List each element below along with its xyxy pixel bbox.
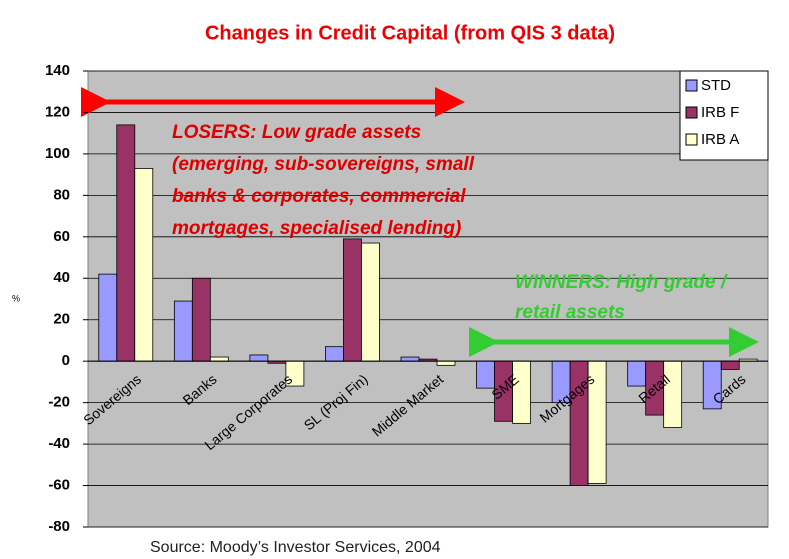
bar — [98, 273, 118, 362]
bar — [512, 360, 531, 424]
bar — [476, 360, 495, 389]
legend-label: STD — [701, 77, 731, 94]
legend-swatch — [685, 79, 698, 92]
bar — [361, 242, 380, 362]
annotation: retail assets — [515, 302, 625, 323]
bar — [173, 300, 193, 362]
y-tick-label: 20 — [53, 311, 70, 328]
chart-title: Changes in Credit Capital (from QIS 3 da… — [205, 22, 615, 44]
bar — [134, 168, 154, 362]
y-tick-label: 0 — [62, 352, 70, 369]
bar — [325, 346, 344, 362]
y-tick-label: -80 — [48, 518, 70, 535]
bar — [627, 360, 647, 387]
legend-label: IRB F — [701, 104, 739, 121]
bar — [116, 124, 136, 362]
bar — [191, 277, 211, 362]
annotation: LOSERS: Low grade assets — [172, 122, 421, 143]
bar — [720, 360, 740, 370]
bar — [663, 360, 683, 428]
bar — [209, 356, 229, 362]
annotation: (emerging, sub-sovereigns, small — [172, 154, 475, 175]
y-tick-label: 120 — [45, 103, 70, 120]
legend-swatch — [685, 133, 698, 146]
y-tick-label: 60 — [53, 228, 70, 245]
y-tick-label: 80 — [53, 186, 70, 203]
bar — [400, 356, 420, 362]
legend-label: IRB A — [701, 131, 739, 148]
legend-swatch — [685, 106, 698, 119]
y-tick-label: -40 — [48, 435, 70, 452]
y-tick-label: -60 — [48, 477, 70, 494]
y-tick-label: 40 — [53, 269, 70, 286]
bar — [436, 360, 456, 366]
annotation: WINNERS: High grade / — [515, 272, 728, 293]
annotation: banks & corporates, commercial — [172, 186, 466, 207]
y-tick-label: -20 — [48, 394, 70, 411]
bar — [343, 238, 362, 362]
y-tick-label: 100 — [45, 145, 70, 162]
y-tick-label: 140 — [45, 62, 70, 79]
annotation: mortgages, specialised lending) — [172, 218, 461, 239]
bar — [249, 354, 269, 362]
y-axis-label: % — [12, 293, 20, 303]
source: Source: Moody’s Investor Services, 2004 — [150, 539, 441, 556]
